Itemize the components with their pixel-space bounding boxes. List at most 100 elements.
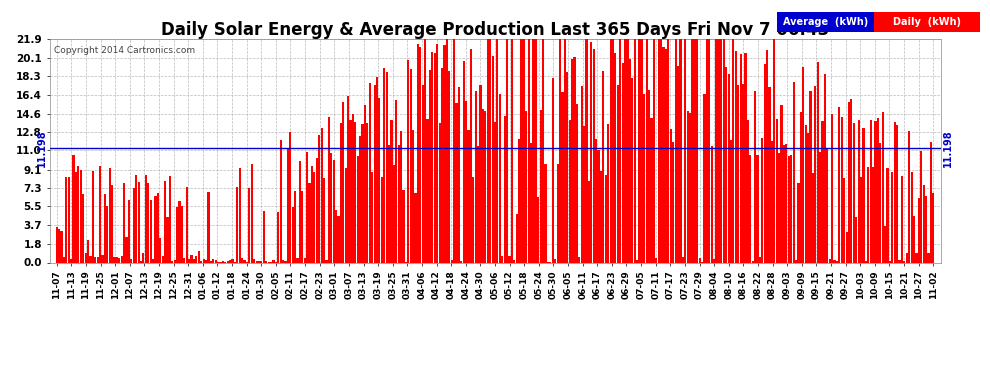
- Bar: [304, 258, 306, 262]
- Bar: [496, 39, 499, 262]
- Bar: [80, 170, 82, 262]
- Bar: [544, 164, 546, 262]
- Bar: [639, 39, 641, 262]
- Bar: [725, 67, 728, 262]
- Bar: [89, 256, 91, 262]
- Bar: [422, 86, 424, 262]
- Bar: [733, 39, 735, 262]
- Bar: [87, 240, 89, 262]
- Bar: [239, 168, 241, 262]
- Bar: [470, 50, 472, 262]
- Bar: [882, 112, 884, 262]
- Bar: [149, 201, 151, 262]
- Bar: [920, 151, 923, 262]
- Bar: [364, 105, 366, 262]
- Bar: [518, 139, 520, 262]
- Bar: [437, 44, 439, 262]
- Bar: [154, 195, 156, 262]
- Bar: [279, 140, 282, 262]
- Bar: [183, 258, 185, 262]
- Bar: [415, 193, 417, 262]
- Bar: [850, 99, 852, 262]
- Bar: [556, 164, 558, 262]
- Bar: [205, 260, 207, 262]
- Bar: [521, 39, 523, 262]
- Bar: [128, 200, 130, 262]
- Bar: [294, 190, 296, 262]
- Text: 11.198: 11.198: [37, 130, 48, 167]
- Bar: [195, 256, 197, 262]
- Bar: [60, 231, 62, 262]
- Text: Average  (kWh): Average (kWh): [783, 17, 868, 27]
- Bar: [484, 111, 486, 262]
- Bar: [92, 171, 94, 262]
- Bar: [203, 259, 205, 262]
- Bar: [655, 258, 657, 262]
- Bar: [417, 44, 419, 262]
- Bar: [822, 121, 824, 262]
- Bar: [561, 92, 563, 262]
- Bar: [865, 261, 867, 262]
- Bar: [903, 261, 906, 262]
- Bar: [744, 53, 746, 262]
- Bar: [535, 39, 537, 262]
- Bar: [63, 257, 65, 262]
- Bar: [173, 261, 176, 262]
- Bar: [385, 72, 388, 262]
- Bar: [814, 86, 817, 262]
- Bar: [65, 177, 67, 262]
- Bar: [171, 261, 173, 262]
- Bar: [566, 72, 568, 262]
- Bar: [667, 39, 669, 262]
- Bar: [713, 259, 715, 262]
- Bar: [354, 122, 356, 262]
- Bar: [746, 120, 749, 262]
- Bar: [109, 168, 111, 262]
- Bar: [72, 155, 74, 262]
- Text: 11.198: 11.198: [942, 130, 953, 167]
- Bar: [222, 261, 224, 262]
- Bar: [131, 260, 133, 262]
- Bar: [441, 68, 444, 262]
- Bar: [590, 42, 592, 262]
- Bar: [321, 128, 323, 262]
- Bar: [429, 70, 431, 262]
- Bar: [70, 259, 72, 262]
- Bar: [889, 261, 891, 262]
- Bar: [793, 82, 795, 262]
- Bar: [448, 71, 450, 262]
- Bar: [543, 39, 545, 262]
- Bar: [708, 39, 711, 262]
- Bar: [489, 39, 491, 262]
- Bar: [94, 257, 96, 262]
- Bar: [528, 39, 530, 262]
- Bar: [513, 260, 516, 262]
- Bar: [232, 260, 234, 262]
- Bar: [455, 103, 457, 262]
- Bar: [349, 120, 351, 262]
- Bar: [607, 124, 609, 262]
- Bar: [788, 156, 790, 262]
- Bar: [778, 153, 780, 262]
- Bar: [600, 171, 602, 262]
- Bar: [660, 39, 662, 262]
- Bar: [398, 146, 400, 262]
- Bar: [867, 167, 869, 262]
- Bar: [761, 138, 763, 262]
- Bar: [472, 177, 474, 262]
- Bar: [812, 173, 814, 262]
- Bar: [292, 207, 294, 262]
- Bar: [166, 217, 168, 262]
- Bar: [665, 49, 667, 262]
- Bar: [896, 124, 898, 262]
- Bar: [610, 39, 612, 262]
- Bar: [207, 192, 210, 262]
- Bar: [738, 85, 740, 262]
- Bar: [571, 59, 573, 262]
- Bar: [627, 39, 629, 262]
- Bar: [215, 260, 217, 262]
- Bar: [916, 253, 918, 262]
- Bar: [704, 94, 706, 262]
- Bar: [55, 227, 57, 262]
- Bar: [662, 47, 664, 262]
